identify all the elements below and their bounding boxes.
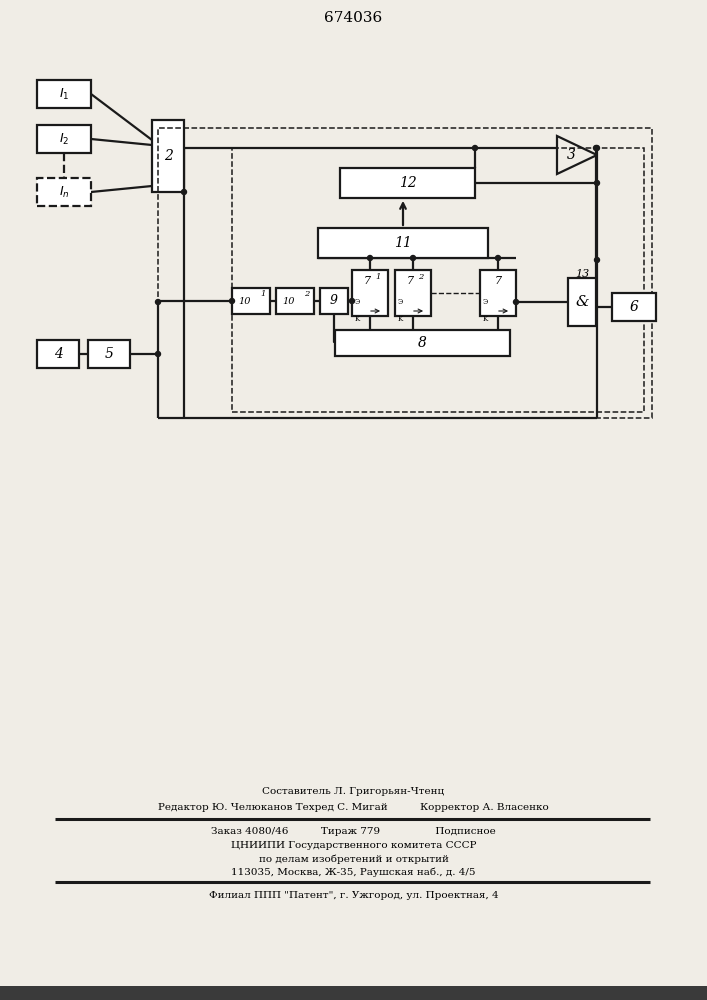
Circle shape bbox=[368, 255, 373, 260]
Circle shape bbox=[513, 300, 518, 304]
Text: Э: Э bbox=[354, 298, 360, 306]
Text: 3: 3 bbox=[566, 148, 575, 162]
Text: 6: 6 bbox=[629, 300, 638, 314]
Text: 13: 13 bbox=[575, 269, 589, 279]
Text: ЦНИИПИ Государственного комитета СССР: ЦНИИПИ Государственного комитета СССР bbox=[230, 842, 477, 850]
Bar bbox=[37, 340, 79, 368]
Text: Э: Э bbox=[397, 298, 402, 306]
Text: K: K bbox=[397, 315, 402, 323]
Text: 10: 10 bbox=[283, 296, 296, 306]
Text: 11: 11 bbox=[394, 236, 412, 250]
Text: Э: Э bbox=[482, 298, 488, 306]
Text: 2: 2 bbox=[163, 149, 173, 163]
Circle shape bbox=[595, 145, 600, 150]
Bar bbox=[612, 293, 656, 321]
Circle shape bbox=[595, 180, 600, 186]
Text: 1: 1 bbox=[260, 290, 266, 298]
Bar bbox=[37, 125, 91, 153]
Bar bbox=[37, 178, 91, 206]
Circle shape bbox=[156, 352, 160, 357]
Bar bbox=[158, 128, 652, 418]
Text: 2: 2 bbox=[419, 273, 423, 281]
Bar bbox=[352, 270, 388, 316]
Text: по делам изобретений и открытий: по делам изобретений и открытий bbox=[259, 854, 448, 864]
Circle shape bbox=[182, 190, 187, 194]
Bar bbox=[276, 288, 314, 314]
Bar bbox=[232, 288, 270, 314]
Text: 674036: 674036 bbox=[325, 11, 382, 25]
Text: 2: 2 bbox=[304, 290, 310, 298]
Bar bbox=[335, 330, 510, 356]
Circle shape bbox=[230, 298, 235, 304]
Bar bbox=[395, 270, 431, 316]
Text: 5: 5 bbox=[105, 347, 113, 361]
Text: 10: 10 bbox=[239, 296, 251, 306]
Text: $I_n$: $I_n$ bbox=[59, 184, 69, 200]
Bar bbox=[320, 288, 348, 314]
Text: $I_1$: $I_1$ bbox=[59, 86, 69, 102]
Text: Заказ 4080/46          Тираж 779                 Подписное: Заказ 4080/46 Тираж 779 Подписное bbox=[211, 828, 496, 836]
Text: Составитель Л. Григорьян-Чтенц: Составитель Л. Григорьян-Чтенц bbox=[262, 788, 445, 796]
Text: 8: 8 bbox=[418, 336, 427, 350]
Bar bbox=[232, 148, 644, 412]
Bar bbox=[480, 270, 516, 316]
Text: 1: 1 bbox=[375, 273, 380, 281]
Text: K: K bbox=[482, 315, 488, 323]
Circle shape bbox=[593, 145, 599, 150]
Circle shape bbox=[349, 298, 354, 304]
Text: Филиал ППП "Патент", г. Ужгород, ул. Проектная, 4: Филиал ППП "Патент", г. Ужгород, ул. Про… bbox=[209, 890, 498, 900]
Bar bbox=[152, 120, 184, 192]
Circle shape bbox=[595, 257, 600, 262]
Bar bbox=[340, 168, 475, 198]
Bar bbox=[37, 80, 91, 108]
Text: 9: 9 bbox=[330, 294, 338, 308]
Bar bbox=[88, 340, 130, 368]
Text: Редактор Ю. Челюканов Техред С. Мигай          Корректор А. Власенко: Редактор Ю. Челюканов Техред С. Мигай Ко… bbox=[158, 804, 549, 812]
Circle shape bbox=[496, 255, 501, 260]
Text: &: & bbox=[575, 295, 589, 309]
Circle shape bbox=[472, 145, 477, 150]
Text: $I_2$: $I_2$ bbox=[59, 131, 69, 147]
Circle shape bbox=[156, 300, 160, 304]
Text: 113035, Москва, Ж-35, Раушская наб., д. 4/5: 113035, Москва, Ж-35, Раушская наб., д. … bbox=[231, 867, 476, 877]
Text: 7: 7 bbox=[407, 276, 414, 286]
Bar bbox=[568, 278, 596, 326]
Text: K: K bbox=[354, 315, 360, 323]
Text: 12: 12 bbox=[399, 176, 416, 190]
Bar bbox=[318, 228, 488, 258]
Circle shape bbox=[411, 255, 416, 260]
Bar bbox=[0, 986, 707, 1000]
Text: 7: 7 bbox=[363, 276, 370, 286]
Text: 7: 7 bbox=[494, 276, 501, 286]
Text: 4: 4 bbox=[54, 347, 62, 361]
